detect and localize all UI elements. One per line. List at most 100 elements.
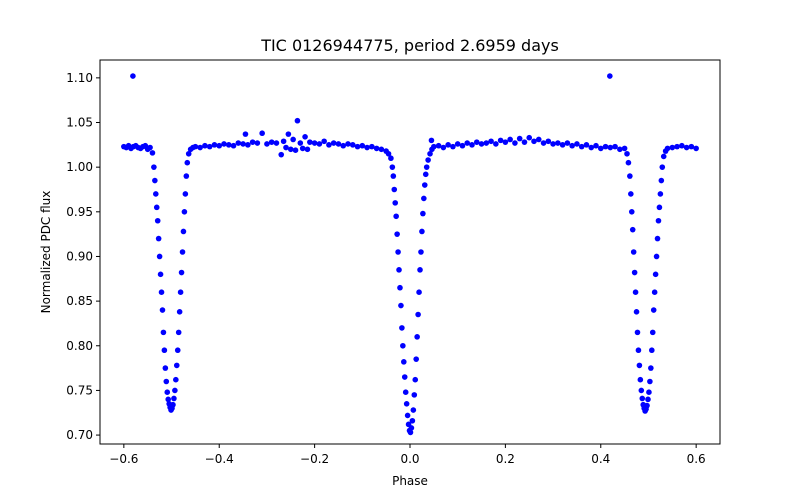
data-point bbox=[648, 365, 654, 371]
y-tick-label: 1.00 bbox=[66, 160, 93, 174]
data-point bbox=[164, 389, 171, 396]
x-tick-label: −0.6 bbox=[109, 452, 138, 466]
data-point bbox=[469, 142, 475, 148]
data-point bbox=[464, 140, 471, 146]
data-point bbox=[425, 157, 431, 163]
data-point bbox=[628, 209, 635, 215]
data-point bbox=[416, 289, 422, 295]
data-point bbox=[545, 138, 552, 145]
data-point bbox=[364, 144, 370, 151]
data-point bbox=[161, 347, 168, 354]
data-point bbox=[180, 228, 187, 235]
data-point bbox=[385, 150, 392, 157]
data-point bbox=[155, 235, 162, 242]
y-tick-label: 0.70 bbox=[66, 428, 93, 442]
data-point bbox=[254, 140, 261, 146]
data-point bbox=[304, 146, 311, 153]
data-point bbox=[349, 142, 356, 148]
data-point bbox=[597, 145, 604, 152]
data-point bbox=[419, 228, 425, 235]
data-point bbox=[401, 374, 408, 380]
data-point bbox=[421, 195, 427, 202]
data-point bbox=[285, 131, 292, 137]
data-point bbox=[151, 164, 157, 170]
data-point bbox=[583, 142, 590, 148]
data-point bbox=[192, 143, 199, 150]
data-point bbox=[420, 210, 426, 217]
data-point bbox=[478, 141, 485, 147]
data-point bbox=[410, 407, 417, 413]
data-point bbox=[299, 145, 306, 152]
data-point bbox=[392, 200, 399, 206]
y-tick-label: 1.10 bbox=[66, 71, 93, 85]
data-point bbox=[182, 191, 189, 197]
data-point bbox=[160, 329, 167, 336]
data-point bbox=[302, 134, 308, 140]
data-point bbox=[152, 177, 158, 184]
data-point bbox=[473, 139, 480, 145]
data-point bbox=[459, 142, 466, 149]
data-point bbox=[369, 143, 375, 150]
data-points bbox=[121, 73, 699, 436]
data-point bbox=[625, 159, 632, 166]
data-point bbox=[422, 171, 429, 178]
data-point bbox=[646, 389, 652, 396]
data-point bbox=[637, 376, 644, 383]
data-point bbox=[639, 395, 646, 402]
data-point bbox=[170, 401, 176, 408]
x-tick-label: −0.4 bbox=[205, 452, 234, 466]
x-tick-label: −0.2 bbox=[300, 452, 329, 466]
data-point bbox=[268, 139, 275, 145]
data-point bbox=[653, 253, 660, 260]
data-point bbox=[413, 356, 420, 362]
data-point bbox=[378, 146, 385, 153]
data-point bbox=[607, 73, 613, 79]
data-point bbox=[655, 217, 662, 224]
data-point bbox=[242, 131, 249, 137]
data-point bbox=[311, 140, 318, 146]
data-point bbox=[564, 140, 571, 146]
data-point bbox=[175, 329, 182, 336]
data-point bbox=[147, 144, 153, 151]
data-point bbox=[340, 142, 347, 149]
data-point bbox=[414, 334, 420, 340]
data-point bbox=[445, 142, 451, 148]
data-point bbox=[401, 359, 407, 365]
data-point bbox=[294, 117, 301, 124]
data-point bbox=[171, 395, 177, 402]
data-point bbox=[493, 141, 499, 147]
data-point bbox=[259, 130, 265, 137]
data-point bbox=[402, 389, 409, 396]
data-point bbox=[373, 145, 380, 152]
data-point bbox=[172, 387, 178, 394]
data-point bbox=[179, 249, 186, 255]
data-point bbox=[174, 347, 181, 354]
y-axis-label: Normalized PDC flux bbox=[39, 191, 53, 314]
data-point bbox=[656, 204, 663, 211]
data-point bbox=[211, 142, 218, 148]
data-point bbox=[512, 140, 518, 146]
data-point bbox=[409, 417, 416, 424]
data-point bbox=[669, 144, 676, 151]
data-point bbox=[427, 150, 433, 157]
data-point bbox=[412, 376, 419, 383]
data-point bbox=[216, 142, 223, 149]
data-point bbox=[540, 140, 547, 146]
data-point bbox=[400, 342, 406, 349]
data-point bbox=[440, 144, 447, 151]
data-point bbox=[197, 144, 203, 151]
data-point bbox=[631, 269, 638, 276]
data-point bbox=[630, 249, 637, 255]
data-point bbox=[644, 402, 650, 409]
data-point bbox=[627, 173, 633, 179]
data-point bbox=[283, 144, 289, 151]
data-point bbox=[632, 289, 639, 295]
y-tick-label: 0.95 bbox=[66, 205, 93, 219]
data-point bbox=[645, 396, 651, 403]
data-point bbox=[526, 134, 533, 141]
data-point bbox=[535, 136, 542, 143]
data-point bbox=[388, 155, 394, 162]
data-point bbox=[235, 140, 242, 146]
x-tick-label: 0.6 bbox=[687, 452, 706, 466]
data-point bbox=[435, 142, 442, 149]
